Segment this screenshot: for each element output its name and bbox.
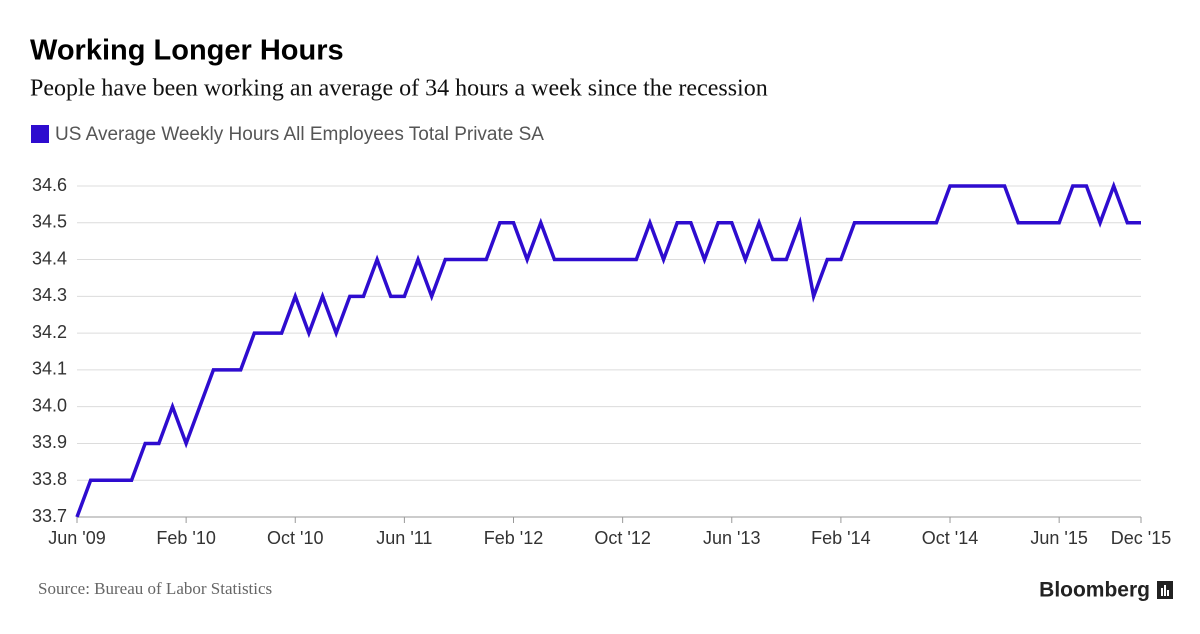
data-line — [75, 180, 1141, 518]
y-tick-label: 34.2 — [32, 322, 67, 342]
legend-swatch — [31, 125, 49, 143]
y-tick-label: 33.7 — [32, 506, 67, 526]
y-tick-label: 33.9 — [32, 432, 67, 452]
legend-label: US Average Weekly Hours All Employees To… — [55, 124, 544, 145]
x-tick-label: Oct '14 — [922, 528, 978, 548]
y-tick-label: 34.6 — [32, 175, 67, 195]
brand-icon — [1157, 581, 1173, 599]
y-tick-label: 34.0 — [32, 395, 67, 415]
source-note: Source: Bureau of Labor Statistics — [38, 579, 272, 598]
x-tick-label: Oct '12 — [594, 528, 650, 548]
x-tick-label: Feb '10 — [156, 528, 215, 548]
x-tick-label: Dec '15 — [1111, 528, 1171, 548]
brand-logo: Bloomberg — [1039, 579, 1150, 602]
y-tick-label: 34.5 — [32, 212, 67, 232]
y-tick-label: 34.3 — [32, 285, 67, 305]
x-tick-label: Jun '11 — [376, 528, 432, 548]
y-tick-label: 34.1 — [32, 359, 67, 379]
y-tick-label: 33.8 — [32, 469, 67, 489]
x-tick-label: Feb '12 — [484, 528, 543, 548]
y-tick-label: 34.4 — [32, 248, 67, 268]
chart-title: Working Longer Hours — [30, 35, 344, 67]
x-tick-label: Feb '14 — [811, 528, 870, 548]
x-tick-label: Jun '09 — [48, 528, 105, 548]
x-tick-label: Jun '15 — [1030, 528, 1087, 548]
chart-subtitle: People have been working an average of 3… — [30, 76, 768, 102]
x-tick-label: Oct '10 — [267, 528, 323, 548]
x-tick-label: Jun '13 — [703, 528, 760, 548]
